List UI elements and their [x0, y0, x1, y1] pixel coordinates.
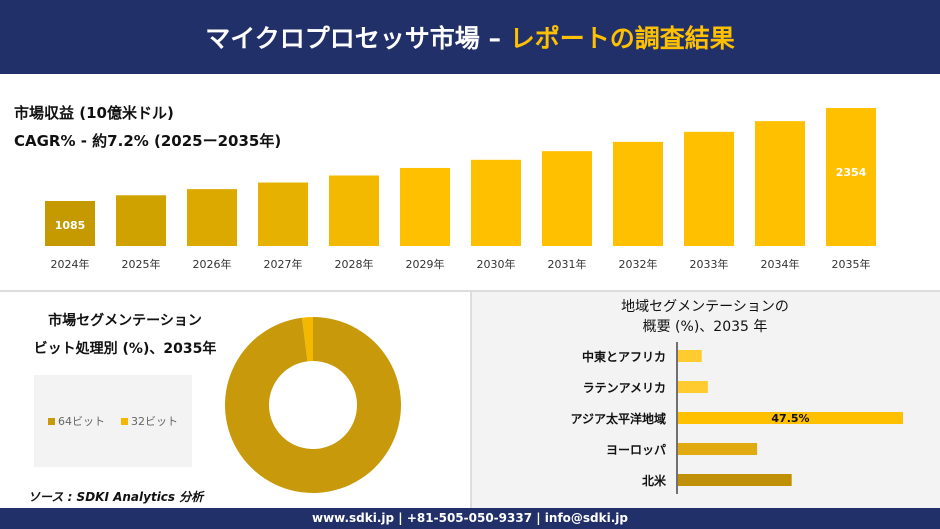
- bar-2029年: [400, 167, 450, 246]
- region-panel: [470, 292, 940, 508]
- bar-2026年: [187, 189, 237, 246]
- region-label: ラテンアメリカ: [583, 381, 666, 395]
- bar-2027年: [258, 182, 308, 246]
- region-bar-ラテンアメリカ: [678, 381, 708, 393]
- bar-2025年: [116, 195, 166, 246]
- region-title-1: 地域セグメンテーションの: [621, 299, 789, 315]
- donut-slice-32ビット: [301, 317, 313, 362]
- region-bar-北米: [678, 474, 792, 486]
- bar-2031年: [542, 151, 592, 246]
- bar-2024年: [45, 201, 95, 246]
- region-label: アジア太平洋地域: [570, 411, 666, 426]
- bar-2032年: [613, 141, 663, 246]
- pie-title-2: ビット処理別 (%)、2035年: [33, 341, 217, 357]
- legend-swatch: [48, 418, 55, 425]
- region-bar-中東とアフリカ: [678, 350, 702, 362]
- x-tick-label: 2026年: [193, 257, 232, 271]
- x-tick-label: 2034年: [761, 257, 800, 271]
- bar-data-label: 2354: [836, 166, 867, 179]
- pie-title-1: 市場セグメンテーション: [48, 313, 202, 329]
- x-tick-label: 2030年: [477, 257, 516, 271]
- region-label: 北米: [642, 473, 667, 488]
- legend-item-32: 32ビット: [121, 413, 178, 429]
- pie-legend: 64ビット 32ビット: [34, 375, 192, 467]
- x-tick-label: 2035年: [832, 257, 871, 271]
- page-header: マイクロプロセッサ市場 – レポートの調査結果: [0, 0, 940, 74]
- legend-swatch: [121, 418, 128, 425]
- x-tick-label: 2025年: [122, 257, 161, 271]
- x-tick-label: 2028年: [335, 257, 374, 271]
- x-tick-label: 2031年: [548, 257, 587, 271]
- bar-2034年: [755, 121, 805, 246]
- bar-data-label: 1085: [55, 219, 86, 232]
- x-tick-label: 2027年: [264, 257, 303, 271]
- bar-2028年: [329, 175, 379, 246]
- x-tick-label: 2033年: [690, 257, 729, 271]
- x-tick-label: 2029年: [406, 257, 445, 271]
- title-main: マイクロプロセッサ市場 –: [205, 24, 501, 53]
- region-bar-ヨーロッパ: [678, 443, 758, 455]
- title-accent: レポートの調査結果: [509, 24, 735, 53]
- region-bar-アジア太平洋地域: [678, 412, 903, 424]
- bar-2033年: [684, 131, 734, 246]
- legend-label: 32ビット: [131, 415, 178, 428]
- revenue-label: 市場収益 (10億米ドル): [14, 104, 174, 122]
- legend-label: 64ビット: [58, 415, 105, 428]
- region-label: ヨーロッパ: [606, 443, 666, 457]
- source-note: ソース : SDKI Analytics 分析: [28, 490, 204, 504]
- divider: [0, 290, 940, 292]
- bar-2035年: [826, 108, 876, 246]
- region-title-2: 概要 (%)、2035 年: [642, 319, 768, 335]
- region-label: 中東とアフリカ: [582, 349, 666, 364]
- x-tick-label: 2024年: [51, 257, 90, 271]
- legend-item-64: 64ビット: [48, 413, 105, 429]
- footer-contact: www.sdki.jp | +81-505-050-9337 | info@sd…: [0, 508, 940, 529]
- donut-slice-64ビット: [225, 317, 402, 494]
- cagr-label: CAGR% - 約7.2% (2025ー2035年): [14, 132, 282, 150]
- region-data-label: 47.5%: [771, 412, 809, 425]
- x-tick-label: 2032年: [619, 257, 658, 271]
- bar-2030年: [471, 159, 521, 246]
